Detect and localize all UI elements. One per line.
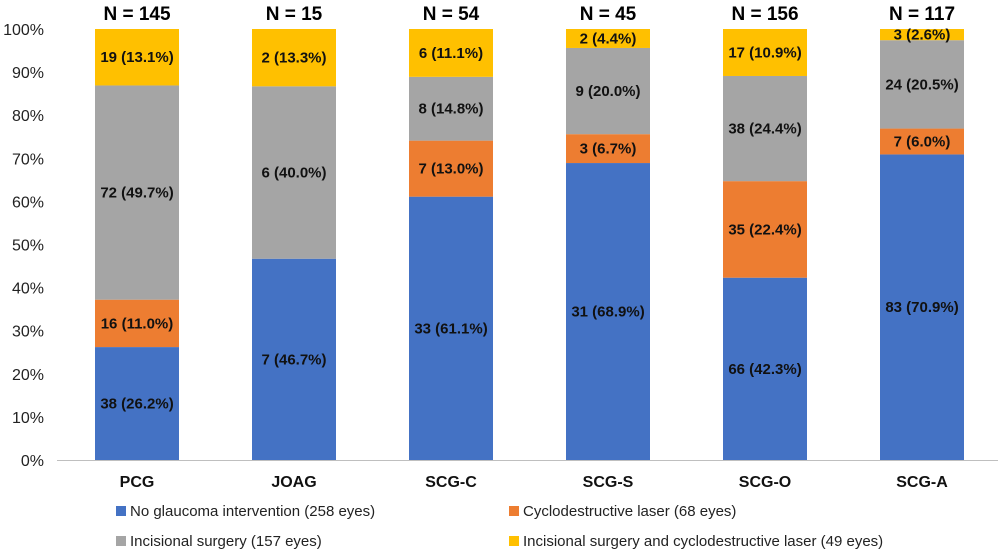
y-tick-label: 70% <box>12 151 44 168</box>
total-label: N = 145 <box>103 4 171 25</box>
data-label: 35 (22.4%) <box>728 221 801 238</box>
total-label: N = 45 <box>580 4 637 25</box>
total-label: N = 156 <box>731 4 798 25</box>
x-tick-label: SCG-S <box>583 474 634 491</box>
bar-segment <box>252 86 336 259</box>
bar-segment <box>95 299 179 348</box>
x-tick-label: JOAG <box>271 474 316 491</box>
total-label: N = 117 <box>889 4 955 25</box>
data-label: 6 (40.0%) <box>261 165 326 182</box>
bars <box>95 29 964 460</box>
data-labels: 38 (26.2%) 16 (11.0%) 72 (49.7%) 19 (13.1%)… <box>100 4 958 413</box>
data-label: 7 (6.0%) <box>894 133 951 150</box>
y-tick-label: 10% <box>12 410 44 427</box>
bar-segment <box>723 75 807 182</box>
y-tick-label: 60% <box>12 194 44 211</box>
data-label: 72 (49.7%) <box>100 185 173 202</box>
bar-segment <box>566 29 650 48</box>
bar-segment <box>409 76 493 141</box>
data-label: 19 (13.1%) <box>100 49 173 66</box>
legend-swatch <box>116 536 126 546</box>
legend-label: Incisional surgery and cyclodestructive … <box>523 533 883 550</box>
data-label: 2 (4.4%) <box>580 30 637 47</box>
data-label: 3 (6.7%) <box>580 141 637 158</box>
y-tick-label: 80% <box>12 108 44 125</box>
bar-segment <box>252 29 336 87</box>
legend-label: Incisional surgery (157 eyes) <box>130 533 322 550</box>
bar-segment <box>880 128 964 155</box>
data-label: 7 (46.7%) <box>261 351 326 368</box>
y-tick-label: 90% <box>12 65 44 82</box>
x-tick-label: SCG-A <box>896 474 948 491</box>
x-axis: PCG JOAG SCG-C SCG-S SCG-O SCG-A <box>57 460 998 491</box>
data-label: 2 (13.3%) <box>261 50 326 67</box>
y-tick-label: 100% <box>3 22 44 39</box>
data-label: 83 (70.9%) <box>885 299 958 316</box>
legend-swatch <box>116 506 126 516</box>
data-label: 6 (11.1%) <box>419 45 483 62</box>
bar-segment <box>95 347 179 460</box>
y-tick-label: 0% <box>21 453 44 470</box>
y-axis: 0% 10% 20% 30% 40% 50% 60% 70% 80% 90% 100% <box>3 22 44 470</box>
data-label: 7 (13.0%) <box>418 161 483 178</box>
data-label: 3 (2.6%) <box>894 27 951 44</box>
bar-segment <box>409 140 493 197</box>
data-label: 9 (20.0%) <box>575 83 640 100</box>
bar-segment <box>566 47 650 135</box>
x-tick-label: SCG-C <box>425 474 477 491</box>
legend-swatch <box>509 536 519 546</box>
data-label: 8 (14.8%) <box>418 101 483 118</box>
x-tick-label: PCG <box>120 474 155 491</box>
bar-segment <box>880 40 964 129</box>
y-tick-label: 20% <box>12 367 44 384</box>
legend-label: No glaucoma intervention (258 eyes) <box>130 503 375 520</box>
x-tick-label: SCG-O <box>739 474 791 491</box>
data-label: 38 (26.2%) <box>100 396 173 413</box>
bar-segment <box>723 181 807 278</box>
bar-segment <box>880 154 964 460</box>
bar-segment <box>409 196 493 460</box>
bar-segment <box>723 29 807 76</box>
data-label: 66 (42.3%) <box>728 361 801 378</box>
legend: No glaucoma intervention (258 eyes) Cyclo… <box>116 503 883 550</box>
y-tick-label: 50% <box>12 238 44 255</box>
y-tick-label: 40% <box>12 281 44 298</box>
data-label: 17 (10.9%) <box>728 44 801 61</box>
total-label: N = 54 <box>423 4 480 25</box>
bar-segment <box>409 29 493 77</box>
total-label: N = 15 <box>266 4 323 25</box>
bar-segment <box>880 29 964 41</box>
bar-segment <box>95 29 179 86</box>
bar-segment <box>566 134 650 164</box>
legend-label: Cyclodestructive laser (68 eyes) <box>523 503 736 520</box>
bar-segment <box>723 277 807 460</box>
bar-segment <box>566 163 650 460</box>
bar-segment <box>95 85 179 300</box>
data-label: 33 (61.1%) <box>414 320 487 337</box>
legend-swatch <box>509 506 519 516</box>
bar-segment <box>252 258 336 460</box>
data-label: 31 (68.9%) <box>571 304 644 321</box>
y-tick-label: 30% <box>12 324 44 341</box>
data-label: 38 (24.4%) <box>728 121 801 138</box>
data-label: 24 (20.5%) <box>885 76 958 93</box>
data-label: 16 (11.0%) <box>101 315 174 332</box>
